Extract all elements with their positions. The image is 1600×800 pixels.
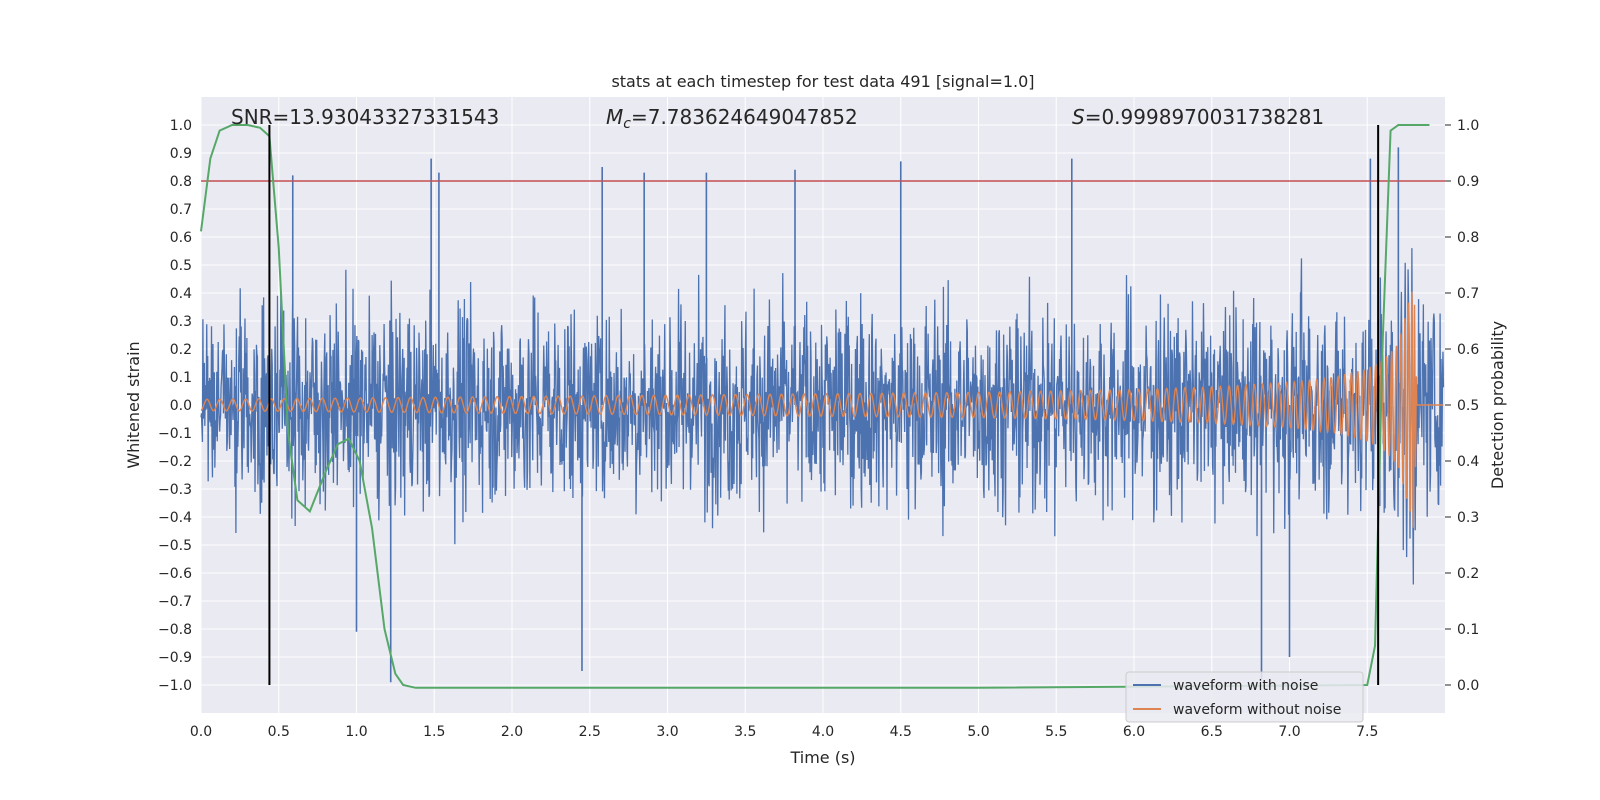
y2-tick-label: 0.9 — [1457, 174, 1479, 190]
significance-value: =0.9998970031738281 — [1085, 105, 1324, 129]
vertical-markers — [268, 125, 1380, 685]
y-tick-label: −0.1 — [158, 426, 192, 442]
series-waveform-with-noise-spikes — [291, 147, 1400, 683]
y2-tick-label: 0.4 — [1457, 454, 1479, 470]
y2-tick-label: 0.8 — [1457, 230, 1479, 246]
x-tick-label: 0.0 — [190, 724, 212, 740]
x-tick-label: 2.5 — [579, 724, 601, 740]
x-tick-label: 1.5 — [423, 724, 445, 740]
y2-axis-ticks: 1.0 0.9 0.8 0.7 0.6 0.5 0.4 0.3 0.2 0.1 0.0 — [1445, 118, 1479, 694]
y-tick-label: −0.5 — [158, 538, 192, 554]
y2-tick-label: 1.0 — [1457, 118, 1479, 134]
y-tick-label: −0.7 — [158, 594, 192, 610]
y-tick-label: 0.6 — [170, 230, 192, 246]
series-waveform-without-noise — [200, 291, 1444, 528]
y-tick-label: 1.0 — [170, 118, 192, 134]
significance-symbol: S — [1072, 105, 1085, 129]
y-tick-label: −1.0 — [158, 678, 192, 694]
y-tick-label: 0.2 — [170, 342, 192, 358]
y2-tick-label: 0.3 — [1457, 510, 1479, 526]
x-tick-label: 3.5 — [734, 724, 756, 740]
y2-tick-label: 0.2 — [1457, 566, 1479, 582]
chirp-mass-value: =7.783624649047852 — [631, 105, 858, 129]
x-tick-label: 4.0 — [812, 724, 834, 740]
y-tick-label: −0.9 — [158, 650, 192, 666]
legend-label-noise: waveform with noise — [1173, 678, 1318, 694]
x-axis-ticks: 0.0 0.5 1.0 1.5 2.0 2.5 3.0 3.5 4.0 4.5 5.0 5.5 6.0 6… — [190, 724, 1379, 740]
y2-tick-label: 0.5 — [1457, 398, 1479, 414]
x-tick-label: 5.0 — [967, 724, 989, 740]
y2-axis-title: Detection probability — [1488, 321, 1507, 489]
x-tick-label: 7.0 — [1278, 724, 1300, 740]
chirp-mass-annotation: Mc=7.783624649047852 — [606, 105, 858, 132]
y-tick-label: −0.3 — [158, 482, 192, 498]
y-tick-label: −0.8 — [158, 622, 192, 638]
y2-tick-label: 0.0 — [1457, 678, 1479, 694]
legend: waveform with noise waveform without noi… — [1125, 671, 1364, 723]
y-tick-label: 0.4 — [170, 286, 192, 302]
y2-tick-label: 0.1 — [1457, 622, 1479, 638]
y-axis-title: Whitened strain — [124, 341, 143, 468]
x-axis-title: Time (s) — [789, 748, 855, 767]
x-tick-label: 3.0 — [656, 724, 678, 740]
y-tick-label: 0.3 — [170, 314, 192, 330]
legend-label-clean: waveform without noise — [1173, 702, 1341, 718]
series-waveform-with-noise — [200, 248, 1445, 585]
y2-tick-label: 0.6 — [1457, 342, 1479, 358]
y-tick-label: 0.0 — [170, 398, 192, 414]
chart-title: stats at each timestep for test data 491… — [611, 72, 1034, 91]
y-tick-label: 0.8 — [170, 174, 192, 190]
x-tick-label: 1.0 — [345, 724, 367, 740]
x-tick-label: 4.5 — [890, 724, 912, 740]
y-tick-label: 0.7 — [170, 202, 192, 218]
y-axis-ticks: 1.0 0.9 0.8 0.7 0.6 0.5 0.4 0.3 0.2 0.1 0.0 −0.1 −0.… — [158, 118, 192, 694]
x-tick-label: 6.5 — [1201, 724, 1223, 740]
x-tick-label: 5.5 — [1045, 724, 1067, 740]
y-tick-label: −0.6 — [158, 566, 192, 582]
y-tick-label: 0.9 — [170, 146, 192, 162]
y-tick-label: −0.4 — [158, 510, 192, 526]
y-tick-label: −0.2 — [158, 454, 192, 470]
y-tick-label: 0.5 — [170, 258, 192, 274]
significance-annotation: S=0.9998970031738281 — [1072, 105, 1324, 129]
y-tick-label: 0.1 — [170, 370, 192, 386]
chirp-mass-subscript: c — [623, 116, 631, 132]
x-tick-label: 6.0 — [1123, 724, 1145, 740]
x-tick-label: 0.5 — [268, 724, 290, 740]
x-tick-label: 7.5 — [1356, 724, 1378, 740]
y2-tick-label: 0.7 — [1457, 286, 1479, 302]
chirp-mass-symbol: M — [606, 105, 623, 129]
x-tick-label: 2.0 — [501, 724, 523, 740]
snr-annotation: SNR=13.93043327331543 — [231, 105, 499, 129]
legend-box — [1125, 671, 1364, 723]
